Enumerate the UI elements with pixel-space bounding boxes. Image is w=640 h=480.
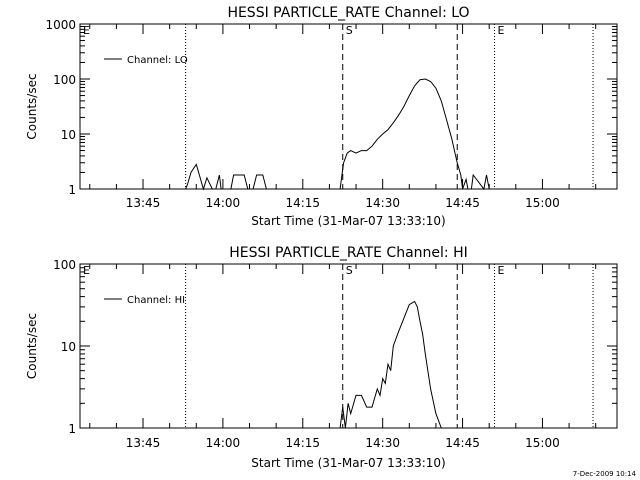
- y-tick-label-hi: 1: [68, 422, 76, 436]
- y-axis-label-hi: Counts/sec: [25, 313, 39, 379]
- footer-timestamp: 7-Dec-2009 10:14: [573, 470, 637, 478]
- legend-label-lo: Channel: LO: [127, 55, 188, 66]
- x-tick-label-lo: 14:15: [285, 196, 320, 210]
- x-tick-label-hi: 14:15: [285, 436, 320, 450]
- series-line-lo: [185, 78, 495, 191]
- y-tick-label-hi: 10: [61, 340, 76, 354]
- x-tick-label-hi: 14:30: [365, 436, 400, 450]
- y-tick-label-hi: 100: [53, 258, 76, 272]
- marker-label-lo: E: [498, 24, 505, 37]
- x-tick-label-lo: 14:30: [365, 196, 400, 210]
- x-tick-label-lo: 15:00: [525, 196, 560, 210]
- x-tick-label-lo: 14:45: [445, 196, 480, 210]
- panel-lo: HESSI PARTICLE_RATE Channel: LO Start Tim…: [25, 5, 618, 228]
- x-tick-label-hi: 15:00: [525, 436, 560, 450]
- marker-label-hi: S: [346, 264, 353, 277]
- panel-hi: HESSI PARTICLE_RATE Channel: HI Start Tim…: [25, 245, 618, 470]
- series-line-hi: [339, 300, 442, 429]
- x-tick-label-hi: 14:00: [206, 436, 241, 450]
- marker-label-hi: E: [83, 264, 90, 277]
- x-tick-label-lo: 14:00: [206, 196, 241, 210]
- x-axis-label-lo: Start Time (31-Mar-07 13:33:10): [251, 214, 445, 228]
- marker-label-hi: E: [498, 264, 505, 277]
- y-tick-label-lo: 100: [53, 73, 76, 87]
- x-tick-label-hi: 13:45: [126, 436, 161, 450]
- y-axis-label-lo: Counts/sec: [25, 73, 39, 139]
- y-tick-label-lo: 10: [61, 128, 76, 142]
- chart-title-hi: HESSI PARTICLE_RATE Channel: HI: [229, 245, 467, 261]
- marker-label-lo: S: [346, 24, 353, 37]
- x-tick-label-lo: 13:45: [126, 196, 161, 210]
- marker-label-lo: E: [83, 24, 90, 37]
- plot-frame-lo: [79, 23, 618, 190]
- x-axis-label-hi: Start Time (31-Mar-07 13:33:10): [251, 456, 445, 470]
- legend-label-hi: Channel: HI: [127, 295, 185, 306]
- y-tick-label-lo: 1: [68, 183, 76, 197]
- x-tick-label-hi: 14:45: [445, 436, 480, 450]
- y-tick-label-lo: 1000: [45, 18, 76, 32]
- chart-title-lo: HESSI PARTICLE_RATE Channel: LO: [227, 5, 469, 21]
